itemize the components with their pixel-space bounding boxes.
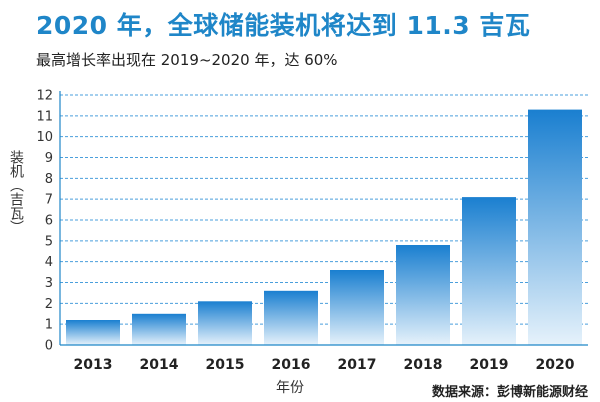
bar-2016: [264, 290, 318, 345]
y-tick-label: 1: [45, 318, 53, 333]
y-tick-label: 11: [36, 109, 53, 124]
bar-2013: [66, 320, 120, 345]
bars: [66, 109, 582, 346]
y-tick-label: 10: [36, 130, 53, 145]
y-tick-label: 8: [45, 172, 53, 187]
bar-2019: [462, 197, 516, 345]
x-tick-label: 2014: [140, 357, 179, 373]
y-axis-label: 装机（吉瓦）: [8, 150, 24, 234]
source-note: 数据来源：彭博新能源财经: [431, 385, 588, 400]
x-tick-label: 2020: [536, 357, 575, 373]
bar-2017: [330, 270, 384, 345]
x-tick-label: 2016: [272, 357, 311, 373]
y-tick-label: 0: [45, 339, 53, 354]
bar-2015: [198, 301, 252, 346]
x-tick-label: 2015: [206, 357, 245, 373]
x-tick-labels: 2013 2014 2015 2016 2017 2018 2019 2020: [74, 357, 575, 373]
y-tick-label: 3: [45, 276, 53, 291]
x-tick-label: 2018: [404, 357, 443, 373]
y-tick-label: 7: [45, 193, 53, 208]
chart-title: 2020 年，全球储能装机将达到 11.3 吉瓦: [36, 11, 531, 40]
x-tick-label: 2013: [74, 357, 113, 373]
bar-2020: [528, 109, 582, 345]
x-tick-label: 2017: [338, 357, 377, 373]
axes: [59, 91, 588, 346]
y-tick-label: 5: [45, 234, 53, 249]
bar-2018: [396, 245, 450, 345]
y-tick-label: 6: [45, 214, 53, 229]
x-axis-label: 年份: [276, 380, 304, 396]
chart-subtitle: 最高增长率出现在 2019~2020 年，达 60%: [36, 51, 338, 69]
y-tick-label: 12: [36, 89, 53, 104]
bar-2014: [132, 313, 186, 346]
x-tick-label: 2019: [470, 357, 509, 373]
y-tick-label: 4: [45, 255, 53, 270]
y-tick-label: 9: [45, 151, 53, 166]
y-tick-label: 2: [45, 297, 53, 312]
